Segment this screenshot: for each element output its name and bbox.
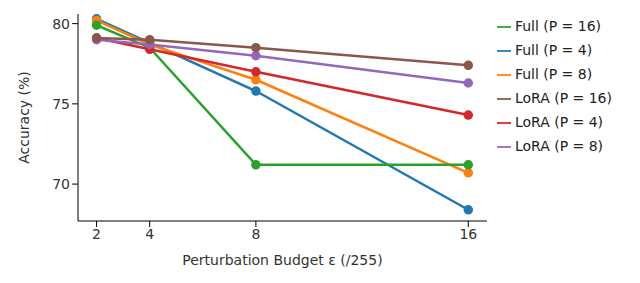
svg-text:Perturbation Budget ε (/255): Perturbation Budget ε (/255): [182, 252, 382, 268]
svg-text:8: 8: [251, 226, 260, 242]
svg-text:Accuracy (%): Accuracy (%): [16, 71, 32, 164]
svg-text:16: 16: [459, 226, 477, 242]
html-text:Full (P = 4): Full (P = 4): [514, 42, 593, 58]
html-text:LoRA (P = 8): LoRA (P = 8): [514, 138, 604, 154]
html-text:LoRA (P = 4): LoRA (P = 4): [514, 114, 604, 130]
svg-text:70: 70: [52, 176, 70, 192]
svg-text:2: 2: [92, 226, 101, 242]
html-text:LoRA (P = 16): LoRA (P = 16): [514, 90, 612, 106]
svg-text:80: 80: [52, 16, 70, 32]
svg-text:4: 4: [145, 226, 154, 242]
html-text:Full (P = 16): Full (P = 16): [514, 18, 602, 34]
html-text:Full (P = 8): Full (P = 8): [514, 66, 593, 82]
svg-text:75: 75: [52, 96, 70, 112]
